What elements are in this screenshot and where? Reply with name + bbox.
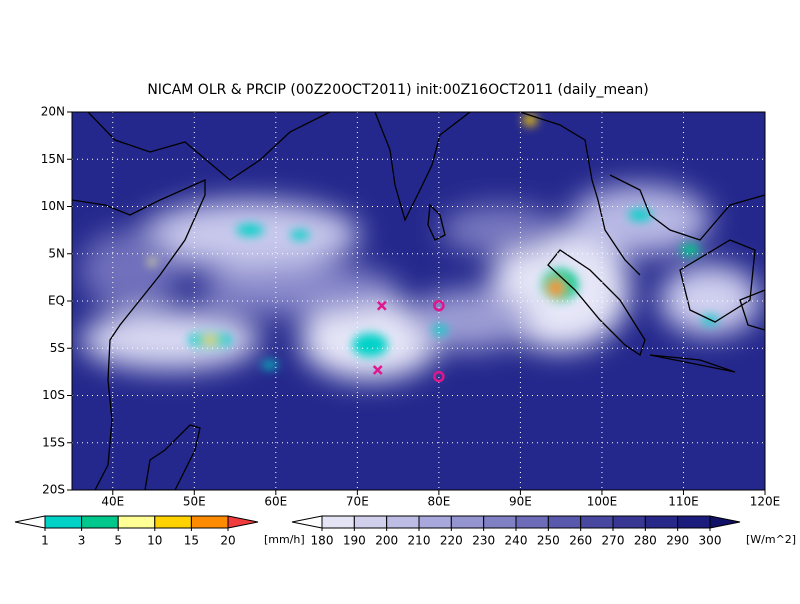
colorbar-high (227, 515, 259, 529)
x-tick-label: 80E (427, 495, 450, 509)
coastlines (72, 112, 765, 490)
colorbar-label: 3 (78, 534, 86, 548)
colorbar-box (418, 515, 452, 529)
colorbar-box (677, 515, 711, 529)
colorbar-label: 250 (537, 534, 560, 548)
colorbar-high (709, 515, 741, 529)
colorbar-label: 5 (114, 534, 122, 548)
colorbar-label: 190 (343, 534, 366, 548)
y-tick-label: 15S (42, 435, 65, 449)
y-tick-label: EQ (48, 294, 65, 308)
y-tick-label: 20S (42, 483, 65, 497)
colorbar-box (81, 515, 119, 529)
colorbar-box (612, 515, 646, 529)
colorbar-label: 260 (569, 534, 592, 548)
x-tick-label: 120E (750, 495, 781, 509)
colorbar-label: 240 (505, 534, 528, 548)
colorbar-label: 280 (634, 534, 657, 548)
colorbar-label: 300 (699, 534, 722, 548)
colorbar-low (14, 515, 46, 529)
colorbar-box (580, 515, 614, 529)
x-tick-label: 100E (587, 495, 618, 509)
colorbar-label: 15 (184, 534, 199, 548)
colorbar-label: 290 (666, 534, 689, 548)
y-tick-label: 10S (42, 388, 65, 402)
colorbar-label: 210 (408, 534, 431, 548)
x-tick-label: 50E (183, 495, 206, 509)
marker-x (376, 300, 387, 311)
colorbar-label: 270 (602, 534, 625, 548)
marker-o (433, 299, 445, 312)
colorbar-low (291, 515, 323, 529)
colorbar-box (386, 515, 420, 529)
x-tick-label: 70E (346, 495, 369, 509)
title: NICAM OLR & PRCIP (00Z20OCT2011) init:00… (147, 82, 648, 98)
marker-x (372, 365, 383, 375)
y-tick-label: 5S (50, 341, 65, 355)
colorbar-unit: [mm/h] (264, 533, 305, 546)
colorbar-label: 200 (375, 534, 398, 548)
colorbar-box (321, 515, 355, 529)
x-tick-label: 60E (264, 495, 287, 509)
colorbar-box (547, 515, 582, 529)
x-tick-label: 40E (101, 495, 124, 509)
y-tick-label: 15N (41, 152, 65, 166)
colorbar-unit: [W/m^2] (746, 533, 796, 546)
y-tick-label: 20N (41, 105, 65, 119)
colorbar-box (154, 515, 192, 529)
colorbar-label: 20 (220, 534, 235, 548)
colorbar-box (515, 515, 549, 529)
marker-o (433, 370, 445, 383)
y-tick-label: 5N (48, 246, 65, 260)
x-tick-label: 110E (668, 495, 699, 509)
colorbar-box (117, 515, 156, 529)
x-tick-label: 90E (509, 495, 532, 509)
colorbar-box (44, 515, 83, 529)
colorbar-box (190, 515, 229, 529)
colorbar-label: 1 (41, 534, 49, 548)
colorbar-box (353, 515, 388, 529)
colorbar-label: 10 (147, 534, 162, 548)
cloud-field (80, 185, 760, 380)
colorbar-box (450, 515, 485, 529)
colorbar-label: 230 (472, 534, 495, 548)
field (72, 112, 765, 490)
colorbar-label: 180 (311, 534, 334, 548)
colorbar-box (483, 515, 517, 529)
colorbar-label: 220 (440, 534, 463, 548)
colorbar-box (644, 515, 679, 529)
y-tick-label: 10N (41, 199, 65, 213)
